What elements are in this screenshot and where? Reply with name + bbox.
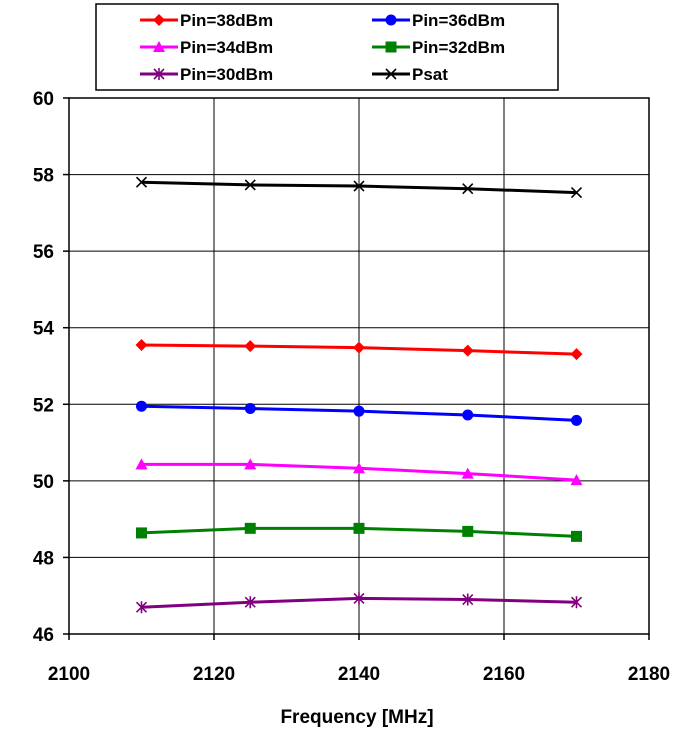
series-layer — [135, 176, 583, 614]
data-point — [135, 601, 148, 614]
data-point — [353, 462, 365, 474]
legend-marker — [385, 14, 397, 26]
data-point — [244, 402, 256, 414]
data-point — [461, 467, 474, 479]
legend: Pin=38dBm Pin=36dBm Pin=34dBm Pin=32dBm Pin=… — [95, 3, 559, 91]
legend-item: Pin=38dBm — [140, 11, 273, 30]
y-tick-label: 54 — [33, 319, 55, 340]
legend-label: Pin=30dBm — [180, 65, 273, 84]
data-point — [135, 458, 148, 470]
series-4 — [135, 592, 583, 614]
legend-item: Pin=36dBm — [372, 11, 505, 30]
legend-label: Psat — [412, 65, 448, 84]
y-tick-label: 50 — [33, 472, 54, 493]
data-point — [570, 596, 583, 609]
x-axis-title: Frequency [MHz] — [280, 707, 433, 728]
data-point — [135, 338, 148, 351]
data-point — [244, 179, 256, 191]
data-point — [353, 341, 365, 354]
series-1 — [136, 400, 582, 426]
data-point — [244, 458, 257, 470]
legend-marker — [385, 41, 397, 53]
legend-item: Pin=34dBm — [140, 38, 273, 57]
data-point — [136, 527, 147, 539]
y-tick-label: 46 — [33, 625, 54, 646]
series-0 — [135, 338, 583, 361]
data-point — [353, 405, 365, 417]
data-point — [462, 525, 474, 537]
data-point — [570, 187, 583, 199]
data-point — [571, 414, 582, 426]
data-point — [462, 409, 474, 421]
series-3 — [136, 522, 582, 542]
x-tick-label: 2100 — [48, 664, 90, 685]
data-point — [570, 474, 583, 486]
data-point — [244, 522, 256, 534]
x-axis: 2100 2120 2140 2160 2180 — [48, 634, 670, 685]
data-point — [461, 344, 474, 357]
y-tick-label: 58 — [33, 166, 54, 187]
y-tick-label: 60 — [33, 89, 54, 110]
legend-item: Pin=30dBm — [140, 65, 273, 84]
legend-marker — [385, 68, 397, 80]
x-tick-label: 2160 — [483, 664, 525, 685]
data-point — [571, 530, 582, 542]
legend-marker — [153, 41, 165, 52]
legend-marker — [153, 68, 165, 80]
legend-marker — [153, 14, 165, 26]
y-tick-label: 52 — [33, 395, 54, 416]
data-point — [244, 596, 256, 609]
series-5 — [135, 176, 583, 199]
data-point — [353, 522, 365, 534]
legend-label: Pin=36dBm — [412, 11, 505, 30]
data-point — [353, 592, 365, 605]
legend-item: Psat — [372, 65, 448, 84]
y-tick-label: 56 — [33, 242, 54, 263]
data-point — [570, 348, 583, 361]
x-tick-label: 2180 — [628, 664, 670, 685]
x-tick-label: 2120 — [193, 664, 235, 685]
legend-item: Pin=32dBm — [372, 38, 505, 57]
legend-label: Pin=34dBm — [180, 38, 273, 57]
data-point — [462, 593, 474, 606]
data-point — [462, 183, 474, 195]
data-point — [244, 340, 257, 353]
x-tick-label: 2140 — [338, 664, 380, 685]
series-2 — [135, 458, 583, 486]
data-point — [353, 180, 365, 192]
legend-label: Pin=38dBm — [180, 11, 273, 30]
data-point — [136, 400, 147, 412]
y-tick-label: 48 — [33, 548, 54, 569]
legend-label: Pin=32dBm — [412, 38, 505, 57]
y-axis: 46 48 50 52 54 56 58 60 — [33, 89, 69, 646]
data-point — [135, 176, 148, 188]
